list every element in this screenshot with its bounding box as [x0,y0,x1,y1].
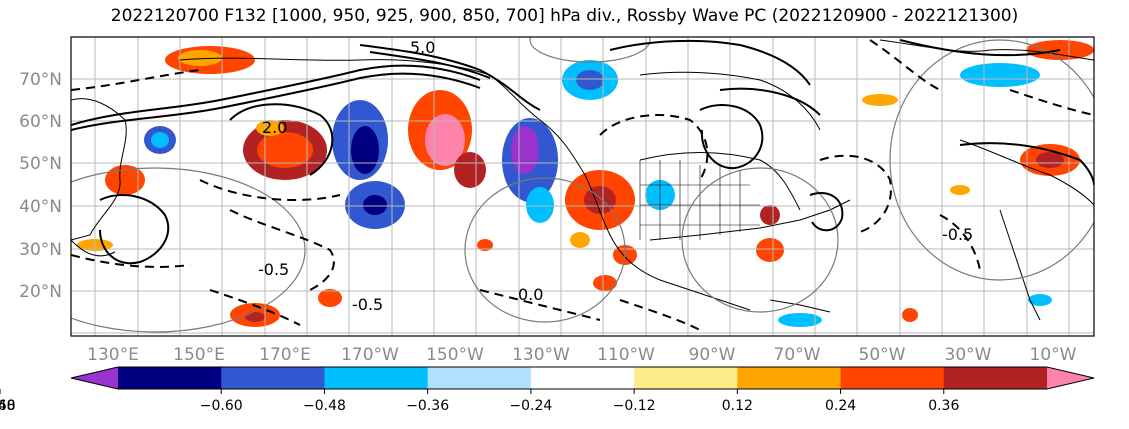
colorbar-bin [840,367,945,389]
colorbar-tick-label: −0.24 [509,398,552,414]
colorbar-bin [530,367,635,389]
colorbar-tick-label: 0.36 [928,398,959,414]
longitude-label: 150°W [426,345,484,365]
latitude-label: 60°N [19,112,62,132]
colorbar-tick-label: 0.12 [722,398,753,414]
colorbar-tick-label: 0.60 [0,398,16,414]
longitude-label: 90°W [689,345,736,365]
latitude-label: 40°N [19,197,62,217]
longitude-label: 70°W [774,345,821,365]
colorbar: −0.60 −0.48 −0.36 −0.24 −0.12 0.12 0.24 0.36 0.4… [0,366,1095,414]
longitude-label: 50°W [859,345,906,365]
colorbar-bin [737,367,842,389]
colorbar-tick-label: 0.48 [0,398,16,414]
colorbar-tick-label: −0.12 [613,398,656,414]
colorbar-tick-label: −0.48 [303,398,346,414]
longitude-label: 150°E [173,345,225,365]
longitude-label: 130°W [512,345,570,365]
contour-label: -0.5 [942,225,973,244]
longitude-label: 10°W [1030,345,1077,365]
contour-label: 5.0 [410,38,435,57]
solid-contours [71,39,1094,265]
longitude-label: 170°W [341,345,399,365]
contour-label: 2.0 [262,118,287,137]
colorbar-outline [70,366,1095,390]
colorbar-bin [324,367,429,389]
colorbar-bin [118,367,222,389]
latitude-label: 70°N [19,70,62,90]
map-title: 2022120700 F132 [1000, 950, 925, 900, 85… [110,6,1019,26]
colorbar-extend-min [71,367,118,389]
colorbar-bin [634,367,738,389]
graticule [71,37,1094,336]
colorbar-tick-label: 0.24 [825,398,856,414]
contour-label: -0.5 [258,260,289,279]
colorbar-extend-max [1047,367,1094,389]
colorbar-tick-label: −0.60 [200,398,243,414]
dashed-contours [71,39,1094,331]
colorbar-bin [943,367,1048,389]
rossby-wave-circles [71,37,1094,333]
latitude-axis: 70°N 60°N 50°N 40°N 30°N 20°N [19,70,62,302]
longitude-label: 170°E [259,345,311,365]
latitude-label: 30°N [19,240,62,260]
map-panel: 5.0 -0.5 0.0 2.0 -0.5 -0.5 [70,36,1095,337]
colorbar-bin [427,367,532,389]
colorbar-tick-label: −0.36 [406,398,449,414]
longitude-label: 110°W [597,345,655,365]
latitude-label: 50°N [19,154,62,174]
colorbar-bin [221,367,325,389]
longitude-label: 30°W [945,345,992,365]
longitude-axis: 130°E 150°E 170°E 170°W 150°W 130°W 110°… [87,345,1077,365]
state-boundaries [639,160,760,240]
contour-label: 0.0 [518,285,543,304]
longitude-label: 130°E [87,345,139,365]
latitude-label: 20°N [19,282,62,302]
contour-label: -0.5 [352,295,383,314]
